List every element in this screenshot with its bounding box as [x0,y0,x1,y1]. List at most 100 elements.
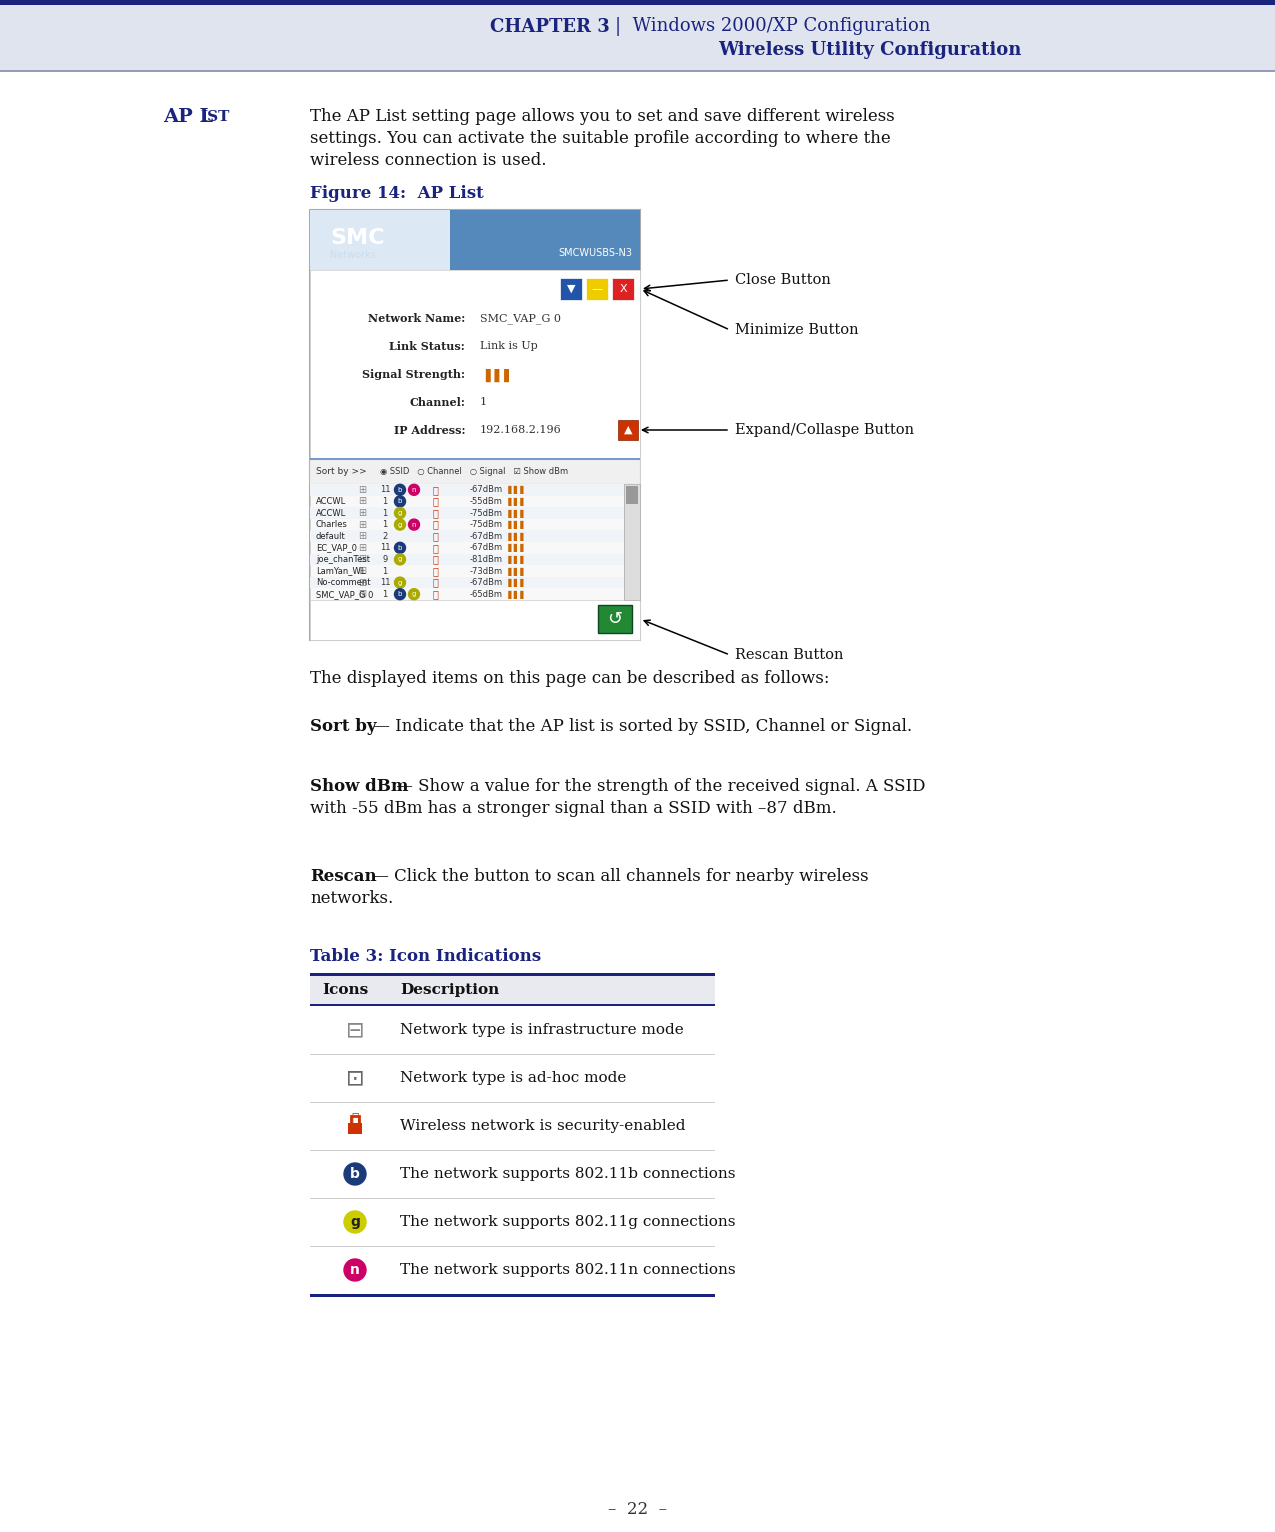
Text: networks.: networks. [310,890,393,907]
Text: 🔒: 🔒 [432,509,437,518]
Bar [310,458,640,460]
Circle shape [394,555,405,565]
Text: The network supports 802.11b connections: The network supports 802.11b connections [400,1167,736,1181]
Bar [310,578,623,588]
Text: joe_chanTest: joe_chanTest [316,555,370,564]
Text: ▐▐▐: ▐▐▐ [505,590,525,599]
Text: X: X [620,283,627,294]
Bar [310,484,623,495]
Text: 🔒: 🔒 [432,578,437,588]
Text: default: default [316,532,346,541]
Bar [310,460,640,484]
Text: Network Name:: Network Name: [367,313,465,323]
Text: ⊟: ⊟ [346,1020,365,1040]
Text: ▐▐▐: ▐▐▐ [505,486,525,495]
Circle shape [344,1259,366,1281]
Text: Expand/Collaspe Button: Expand/Collaspe Button [734,423,914,437]
Bar [0,5,1275,70]
Text: 🔒: 🔒 [432,519,437,530]
Text: The displayed items on this page can be described as follows:: The displayed items on this page can be … [310,669,830,686]
Text: 1: 1 [382,509,388,518]
Bar [618,420,638,440]
Text: ⊞: ⊞ [358,509,366,518]
Text: Charles: Charles [316,519,348,529]
Text: ⊞: ⊞ [358,555,366,564]
Text: 1: 1 [382,496,388,506]
Text: Link is Up: Link is Up [479,342,538,351]
Text: ⊞: ⊞ [358,519,366,530]
Text: Wireless network is security-enabled: Wireless network is security-enabled [400,1118,686,1134]
Text: 11: 11 [380,486,390,495]
Text: ▐▐▐: ▐▐▐ [505,532,525,541]
Text: 🔒: 🔒 [432,496,437,507]
Text: b: b [398,498,402,504]
Text: No-comment: No-comment [316,578,371,587]
Text: g: g [398,510,402,516]
Bar [598,605,632,633]
Text: 🔒: 🔒 [432,484,437,495]
Text: -55dBm: -55dBm [470,496,502,506]
Text: ▐▐▐: ▐▐▐ [505,555,525,564]
Text: 11: 11 [380,578,390,587]
Text: g: g [398,556,402,562]
Text: Close Button: Close Button [734,273,831,286]
Text: 🔒: 🔒 [432,590,437,599]
Text: Minimize Button: Minimize Button [734,323,858,337]
Text: b: b [398,487,402,493]
Circle shape [344,1163,366,1184]
Text: ⊞: ⊞ [358,532,366,541]
Text: 🔒: 🔒 [432,542,437,553]
Text: LamYan_WL: LamYan_WL [316,567,366,576]
Text: ◉ SSID   ○ Channel   ○ Signal   ☑ Show dBm: ◉ SSID ○ Channel ○ Signal ☑ Show dBm [380,467,569,476]
Bar [623,484,640,601]
Text: ▐▐▐: ▐▐▐ [505,496,525,506]
Bar [586,277,608,300]
Text: 🔒: 🔒 [432,532,437,541]
Circle shape [408,484,419,495]
Text: 🔒: 🔒 [432,565,437,576]
Text: Icons: Icons [323,984,368,997]
Text: 11: 11 [380,544,390,553]
Text: ▐▐▐: ▐▐▐ [479,369,509,383]
Text: -75dBm: -75dBm [470,519,504,529]
Text: ⌒: ⌒ [351,1112,358,1124]
Circle shape [344,1210,366,1233]
Text: SMC_VAP_G 0: SMC_VAP_G 0 [316,590,374,599]
Circle shape [394,507,405,518]
Text: n: n [412,487,416,493]
Circle shape [394,588,405,599]
Bar [310,210,640,640]
Circle shape [408,519,419,530]
Text: ⊞: ⊞ [358,565,366,576]
Circle shape [394,484,405,495]
Text: Networks: Networks [330,250,376,260]
Text: ▐▐▐: ▐▐▐ [505,509,525,518]
Text: ACCWL: ACCWL [316,496,347,506]
Text: ▐▐▐: ▐▐▐ [505,567,525,576]
Text: Description: Description [400,984,500,997]
Text: AP L: AP L [163,107,213,126]
Text: ⊡: ⊡ [346,1068,365,1088]
Text: n: n [412,521,416,527]
Text: EC_VAP_0: EC_VAP_0 [316,544,357,553]
Bar [626,486,638,504]
Text: — Click the button to scan all channels for nearby wireless: — Click the button to scan all channels … [367,869,868,885]
Circle shape [394,519,405,530]
Text: -81dBm: -81dBm [470,555,504,564]
Text: 🔒: 🔒 [432,555,437,564]
Text: ▲: ▲ [623,424,632,435]
Text: g: g [351,1215,360,1229]
Bar [0,0,1275,5]
Bar [310,530,623,542]
Text: Figure 14:  AP List: Figure 14: AP List [310,185,483,202]
Text: -67dBm: -67dBm [470,486,504,495]
Text: -73dBm: -73dBm [470,567,504,576]
Circle shape [394,578,405,588]
Bar [348,1123,362,1134]
Bar [612,277,634,300]
Text: ⊞: ⊞ [358,542,366,553]
Text: Show dBm: Show dBm [310,778,408,795]
Text: IST: IST [200,110,230,124]
Text: — Show a value for the strength of the received signal. A SSID: — Show a value for the strength of the r… [391,778,926,795]
Text: ▐▐▐: ▐▐▐ [505,544,525,553]
